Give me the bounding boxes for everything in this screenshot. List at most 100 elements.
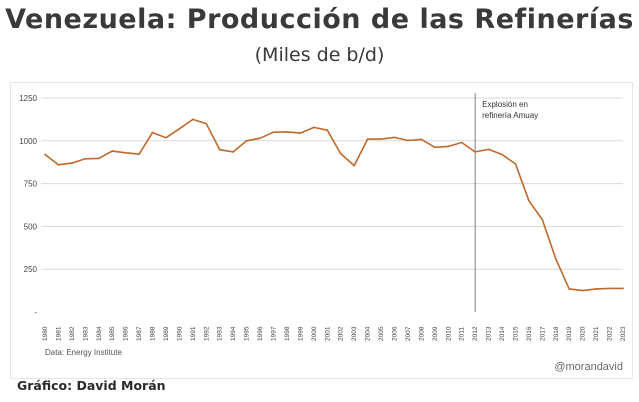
chart-subtitle: (Miles de b/d) [254,44,385,66]
data-point [232,151,235,153]
x-tick-label: 1982 [69,326,76,341]
data-point [622,287,624,290]
data-point [528,199,530,202]
data-point [407,139,409,142]
x-tick-label: 2002 [338,326,345,341]
x-tick-label: 2006 [391,326,398,341]
chart-svg: 1250 1000 750 500 250 - 1980 1981 1982 1983 1984 19… [19,93,627,341]
data-point [514,163,517,165]
chart-credit: Gráfico: David Morán [17,378,166,393]
x-tick-label: 1981 [55,326,62,341]
data-point [501,153,503,156]
data-point [353,164,356,167]
data-point [366,138,369,140]
y-tick-label: 1250 [19,94,37,103]
data-point [487,148,490,151]
x-tick-label: 2007 [405,326,412,341]
x-tick-label: 2005 [378,326,385,341]
x-tick-label: 2013 [486,326,493,341]
y-tick-label: 1000 [19,137,37,146]
x-tick-label: 2021 [593,326,600,341]
x-tick-label: 1983 [82,326,89,341]
data-point [286,130,288,133]
x-tick-label: 2000 [311,326,318,341]
data-point [178,127,181,130]
y-tick-label: - [34,308,37,317]
x-tick-label: 2010 [445,326,452,341]
data-point [97,157,100,160]
data-point [554,258,557,260]
data-point [205,122,208,125]
data-point [299,132,302,134]
data-point [568,287,571,290]
data-point [70,162,73,164]
x-tick-label: 2012 [472,326,479,341]
x-tick-label: 2020 [580,326,587,341]
x-tick-label: 1995 [244,326,251,341]
x-tick-label: 2011 [459,327,466,341]
data-point [326,129,329,132]
x-tick-label: 2019 [566,326,573,341]
data-point [191,118,194,121]
data-point [84,157,87,160]
data-point [420,138,423,141]
x-tick-label: 2004 [365,326,372,341]
data-point [272,131,275,134]
x-tick-label: 1994 [230,326,237,341]
annotation-text: Explosión en [482,100,528,109]
data-point [541,218,544,221]
data-point [595,287,598,290]
y-tick-label: 250 [24,265,38,274]
x-tick-label: 2022 [607,326,614,341]
x-tick-label: 2009 [432,326,439,341]
x-tick-label: 1988 [150,326,157,341]
data-point [447,145,450,148]
x-tick-label: 1998 [284,326,291,341]
data-point [339,152,342,155]
data-point [44,153,46,156]
y-tick-label: 750 [24,180,38,189]
x-tick-label: 1990 [176,326,183,341]
x-tick-label: 1985 [109,326,116,341]
x-tick-label: 1997 [271,326,278,341]
data-point [433,146,436,149]
data-point [393,136,396,139]
x-tick-label: 1999 [297,326,304,341]
data-point [608,287,611,290]
data-point [460,141,463,144]
x-tick-label: 1980 [42,326,49,341]
data-point [138,153,140,156]
x-tick-label: 2014 [499,326,506,341]
x-tick-label: 2001 [324,326,331,341]
x-tick-label: 1992 [203,326,210,341]
x-tick-label: 2015 [512,326,519,341]
x-tick-label: 1984 [96,326,103,341]
data-point [165,136,167,139]
annotation-text: refinería Amuay [482,111,538,120]
x-tick-label: 2023 [620,326,627,341]
data-point [124,151,127,154]
chart-panel: 1250 1000 750 500 250 - 1980 1981 1982 1983 1984 19… [10,82,633,379]
data-point [245,139,248,142]
x-tick-label: 2017 [539,326,546,341]
data-point [312,126,315,129]
chart-title: Venezuela: Producción de las Refinerías [5,4,634,35]
data-point [380,138,382,140]
x-tick-label: 1989 [163,326,170,341]
data-point [151,131,154,134]
data-point [259,137,261,140]
series-line [44,118,623,292]
data-point [218,148,221,151]
x-tick-label: 1996 [257,326,264,341]
x-tick-label: 2016 [526,326,533,341]
source-note: Data: Energy Institute [45,348,122,357]
x-tick-label: 2018 [553,326,560,341]
data-point [474,151,477,153]
y-tick-label: 500 [24,222,38,231]
x-tick-label: 1986 [123,326,130,341]
x-tick-label: 1987 [136,326,143,341]
x-tick-label: 1993 [217,326,224,341]
x-tick-label: 1991 [190,326,197,341]
author-handle: @morandavid [554,361,623,373]
data-point [57,163,60,166]
